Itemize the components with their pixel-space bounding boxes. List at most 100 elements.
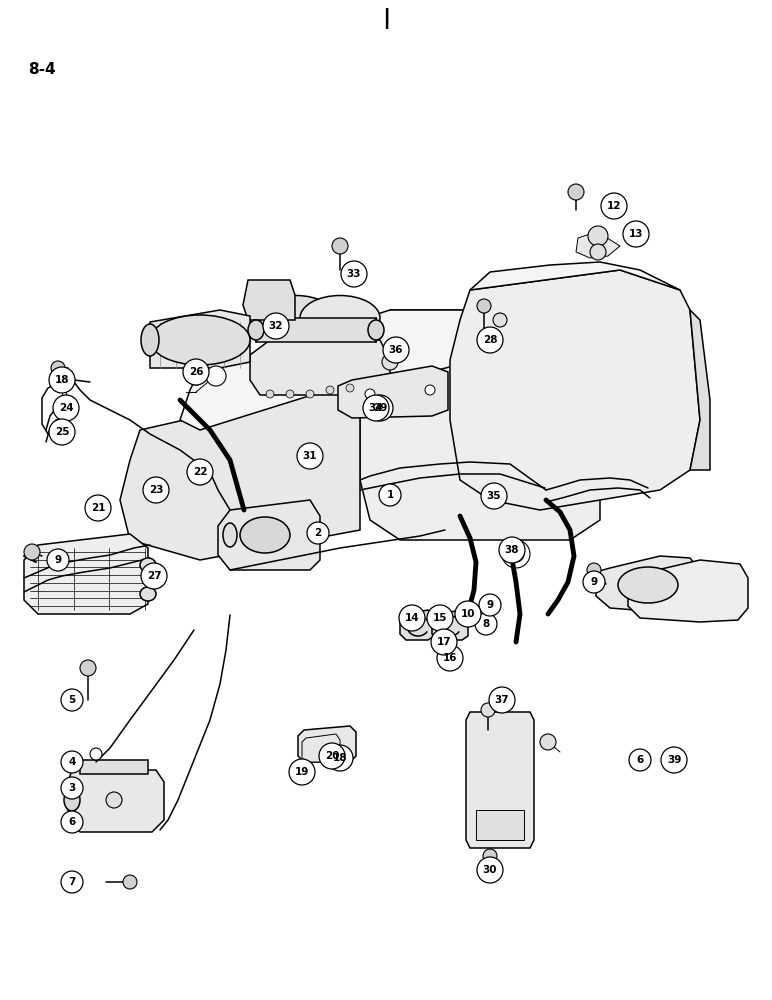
Circle shape	[489, 687, 515, 713]
Circle shape	[266, 390, 274, 398]
Circle shape	[363, 395, 389, 421]
Polygon shape	[302, 734, 340, 762]
Text: 26: 26	[188, 367, 203, 377]
Text: 2: 2	[314, 528, 322, 538]
Circle shape	[438, 640, 450, 652]
Circle shape	[47, 549, 69, 571]
Text: 16: 16	[443, 653, 457, 663]
Text: 29: 29	[373, 403, 388, 413]
Text: 21: 21	[91, 503, 105, 513]
Circle shape	[367, 395, 393, 421]
Circle shape	[61, 751, 83, 773]
Circle shape	[123, 875, 137, 889]
Text: 36: 36	[389, 345, 403, 355]
Text: 1: 1	[386, 490, 394, 500]
Text: 9: 9	[55, 555, 62, 565]
Circle shape	[481, 483, 507, 509]
Circle shape	[425, 385, 435, 395]
Text: 35: 35	[487, 491, 501, 501]
Polygon shape	[250, 340, 390, 395]
Circle shape	[85, 495, 111, 521]
Circle shape	[623, 221, 649, 247]
Circle shape	[49, 419, 75, 445]
Circle shape	[437, 645, 463, 671]
Circle shape	[67, 813, 81, 827]
Text: 24: 24	[59, 403, 73, 413]
Ellipse shape	[141, 324, 159, 356]
Circle shape	[183, 359, 209, 385]
Circle shape	[326, 386, 334, 394]
Polygon shape	[470, 262, 680, 290]
Circle shape	[475, 613, 497, 635]
Text: 6: 6	[69, 817, 76, 827]
Circle shape	[499, 537, 525, 563]
Text: 39: 39	[667, 755, 681, 765]
Circle shape	[383, 337, 409, 363]
Circle shape	[583, 571, 605, 593]
Text: 17: 17	[437, 637, 452, 647]
Polygon shape	[476, 810, 524, 840]
Circle shape	[431, 629, 457, 655]
Text: 13: 13	[628, 229, 643, 239]
Circle shape	[143, 477, 169, 503]
Circle shape	[399, 605, 425, 631]
Circle shape	[141, 563, 167, 589]
Circle shape	[61, 689, 83, 711]
Circle shape	[477, 299, 491, 313]
Circle shape	[481, 703, 495, 717]
Polygon shape	[150, 310, 250, 368]
Circle shape	[307, 522, 329, 544]
Polygon shape	[576, 232, 620, 258]
Circle shape	[306, 390, 314, 398]
Polygon shape	[24, 534, 148, 614]
Circle shape	[588, 226, 608, 246]
Circle shape	[661, 747, 687, 773]
Circle shape	[106, 792, 122, 808]
Text: 33: 33	[347, 269, 361, 279]
Circle shape	[294, 762, 310, 778]
Polygon shape	[690, 310, 710, 470]
Circle shape	[297, 443, 323, 469]
Circle shape	[493, 313, 507, 327]
Circle shape	[477, 857, 503, 883]
Ellipse shape	[256, 296, 336, 340]
Circle shape	[427, 605, 453, 631]
Polygon shape	[466, 712, 534, 848]
Circle shape	[319, 743, 345, 769]
Circle shape	[346, 384, 354, 392]
Circle shape	[666, 754, 682, 770]
Text: 37: 37	[495, 695, 510, 705]
Circle shape	[187, 459, 213, 485]
Circle shape	[477, 327, 503, 353]
Text: 38: 38	[505, 545, 520, 555]
Text: |: |	[382, 8, 390, 29]
Polygon shape	[450, 270, 700, 510]
Text: 31: 31	[303, 451, 317, 461]
Text: 9: 9	[591, 577, 598, 587]
Ellipse shape	[368, 320, 384, 340]
Circle shape	[187, 367, 205, 385]
Polygon shape	[360, 310, 600, 540]
Text: 18: 18	[333, 753, 347, 763]
Circle shape	[53, 395, 79, 421]
Text: 23: 23	[149, 485, 163, 495]
Circle shape	[327, 745, 353, 771]
Text: 27: 27	[147, 571, 161, 581]
Circle shape	[540, 734, 556, 750]
Text: 30: 30	[482, 865, 497, 875]
Circle shape	[263, 313, 289, 339]
Text: 34: 34	[369, 403, 384, 413]
Text: 15: 15	[433, 613, 447, 623]
Text: 8: 8	[482, 619, 489, 629]
Polygon shape	[596, 556, 700, 612]
Circle shape	[286, 390, 294, 398]
Polygon shape	[400, 610, 434, 640]
Ellipse shape	[248, 320, 264, 340]
Polygon shape	[80, 760, 148, 774]
Circle shape	[324, 748, 340, 764]
Circle shape	[61, 811, 83, 833]
Text: 18: 18	[55, 375, 69, 385]
Circle shape	[332, 238, 348, 254]
Polygon shape	[628, 560, 748, 622]
Circle shape	[51, 361, 65, 375]
